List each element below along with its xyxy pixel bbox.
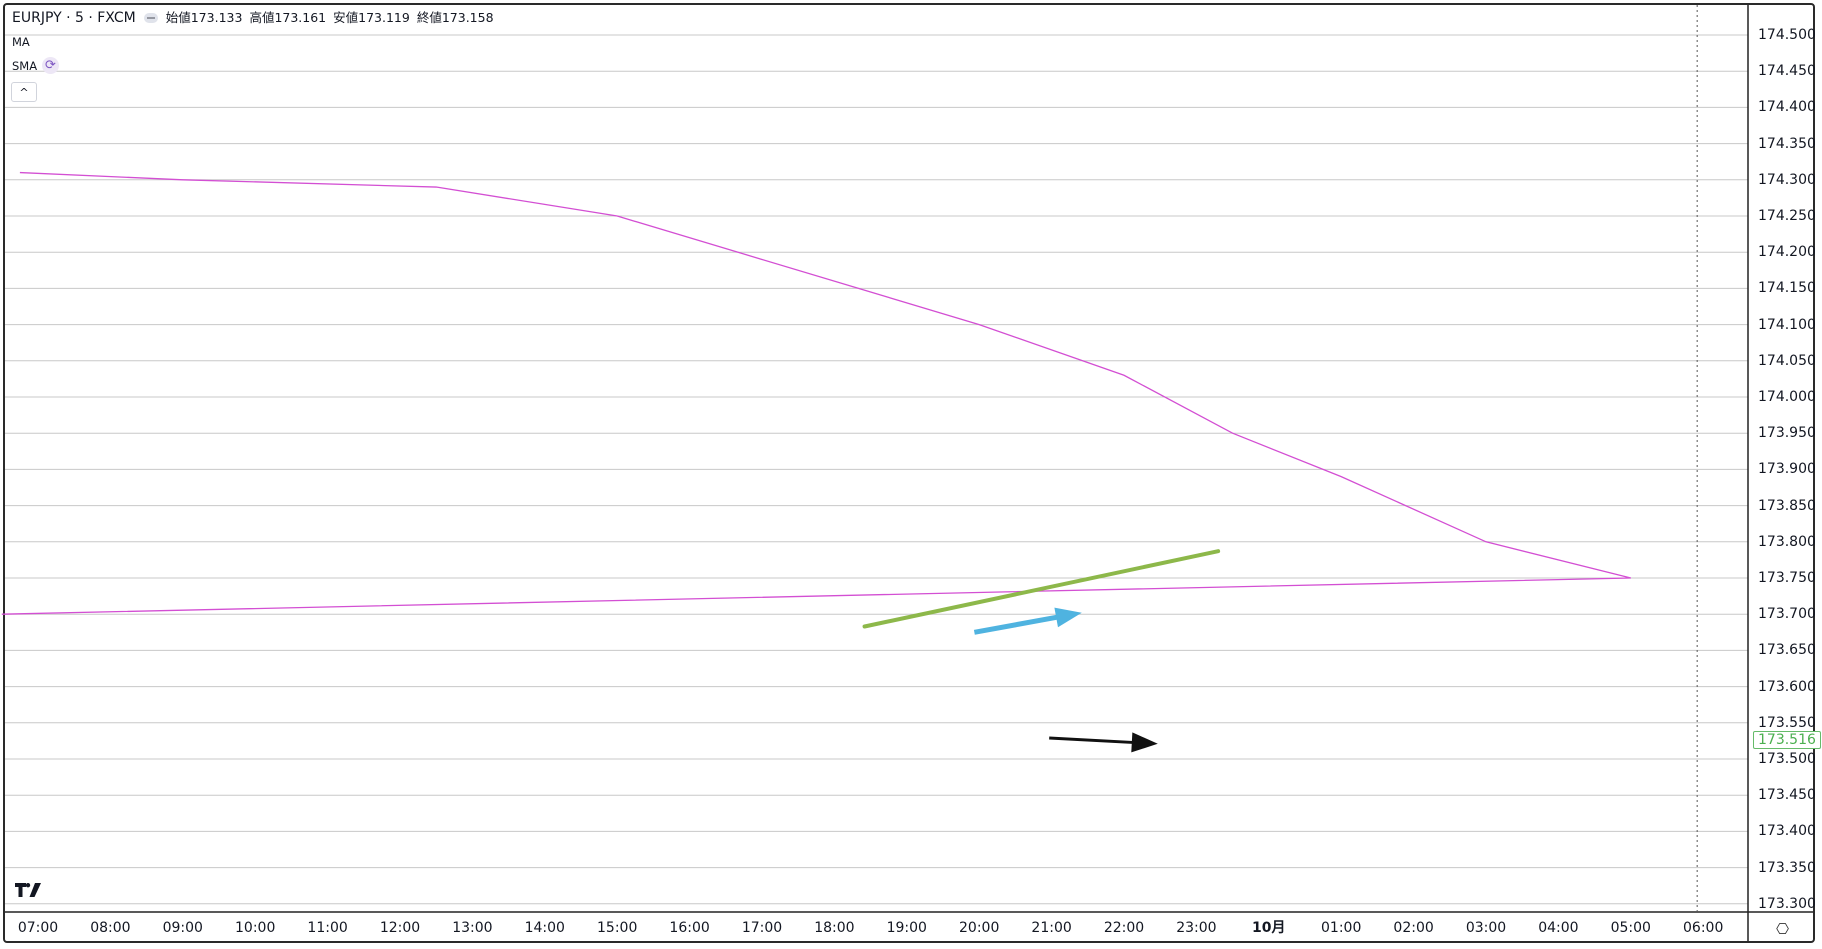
indicator-ma[interactable]: MA xyxy=(12,35,30,49)
time-tick-label: 20:00 xyxy=(959,920,1000,936)
time-tick-label: 17:00 xyxy=(741,920,783,936)
chevron-up-icon[interactable]: ^ xyxy=(11,82,37,102)
ohlc-values: 始値173.133 高値173.161 安値173.119 終値173.158 xyxy=(166,9,494,27)
time-tick-label: 10月 xyxy=(1252,920,1286,936)
close-value: 終値173.158 xyxy=(416,10,494,25)
chart-frame xyxy=(3,3,1815,943)
blue-arrow-shaft xyxy=(973,614,1062,635)
price-tick-label: 173.600 xyxy=(1758,678,1816,695)
price-tick-label: 173.700 xyxy=(1758,606,1816,623)
time-tick-label: 23:00 xyxy=(1176,920,1217,936)
price-tick-label: 173.950 xyxy=(1758,425,1816,442)
indicator-sma[interactable]: SMA xyxy=(12,59,38,73)
black-arrow-shaft xyxy=(1049,736,1138,745)
price-tick-label: 174.050 xyxy=(1758,352,1816,369)
time-tick-label: 22:00 xyxy=(1103,920,1145,936)
price-tick-label: 174.250 xyxy=(1758,208,1816,224)
price-tick-label: 173.550 xyxy=(1758,714,1816,731)
time-tick-label: 10:00 xyxy=(235,920,276,936)
price-tick-label: 173.350 xyxy=(1758,859,1816,876)
price-tick-label: 173.450 xyxy=(1758,787,1816,804)
time-tick-label: 06:00 xyxy=(1683,920,1724,936)
time-tick-label: 19:00 xyxy=(886,920,927,936)
time-tick-label: 15:00 xyxy=(597,920,638,936)
price-tick-label: 173.750 xyxy=(1758,570,1816,586)
price-tick-label: 174.000 xyxy=(1758,389,1816,405)
price-tick-label: 173.300 xyxy=(1758,895,1816,912)
time-tick-label: 13:00 xyxy=(452,920,493,936)
time-tick-label: 02:00 xyxy=(1393,920,1434,936)
ma-line-slow xyxy=(1,171,1631,615)
time-tick-label: 03:00 xyxy=(1465,920,1507,936)
time-tick-label: 21:00 xyxy=(1031,920,1072,936)
price-tick-label: 174.150 xyxy=(1758,280,1816,297)
open-value: 始値173.133 xyxy=(165,10,243,25)
price-tick-label: 173.400 xyxy=(1758,823,1816,840)
high-value: 高値173.161 xyxy=(249,10,327,25)
price-tick-label: 173.900 xyxy=(1758,461,1816,478)
trend-line xyxy=(862,549,1221,629)
time-tick-label: 11:00 xyxy=(307,920,348,936)
price-tick-label: 173.800 xyxy=(1758,533,1816,550)
price-tick-label: 174.100 xyxy=(1758,316,1816,333)
price-tick-label: 173.650 xyxy=(1758,642,1816,659)
time-tick-label: 01:00 xyxy=(1321,920,1362,936)
chart-header: EURJPY · 5 · FXCM 始値173.133 高値173.161 安値17… xyxy=(12,9,494,27)
tradingview-logo-icon[interactable] xyxy=(15,883,43,897)
time-tick-label: 09:00 xyxy=(162,920,203,936)
black-arrow-head xyxy=(1131,732,1158,753)
refresh-icon[interactable]: ⟳ xyxy=(42,57,59,74)
price-tick-label: 174.300 xyxy=(1758,171,1816,188)
market-status-icon[interactable] xyxy=(143,13,158,23)
time-tick-label: 12:00 xyxy=(379,920,421,936)
price-tick-label: 174.350 xyxy=(1758,135,1816,152)
blue-arrow-head xyxy=(1054,607,1082,628)
price-tick-label: 174.200 xyxy=(1758,244,1816,261)
price-tick-label: 174.450 xyxy=(1758,63,1816,80)
price-tick-label: 173.850 xyxy=(1758,497,1816,514)
low-value: 安値173.119 xyxy=(333,10,410,25)
current-price-badge: 173.516 xyxy=(1753,731,1821,749)
time-tick-label: 07:00 xyxy=(17,920,59,936)
settings-icon[interactable]: ⎔ xyxy=(1776,920,1790,938)
time-tick-label: 14:00 xyxy=(524,920,565,936)
time-tick-label: 04:00 xyxy=(1538,920,1579,936)
time-tick-label: 18:00 xyxy=(814,920,855,936)
time-tick-label: 05:00 xyxy=(1610,920,1651,936)
price-tick-label: 174.500 xyxy=(1758,27,1816,43)
price-tick-label: 174.400 xyxy=(1758,99,1816,116)
time-tick-label: 16:00 xyxy=(669,920,710,936)
time-tick-label: 08:00 xyxy=(90,920,131,936)
price-tick-label: 173.500 xyxy=(1758,751,1816,767)
symbol-title[interactable]: EURJPY · 5 · FXCM xyxy=(12,10,136,26)
